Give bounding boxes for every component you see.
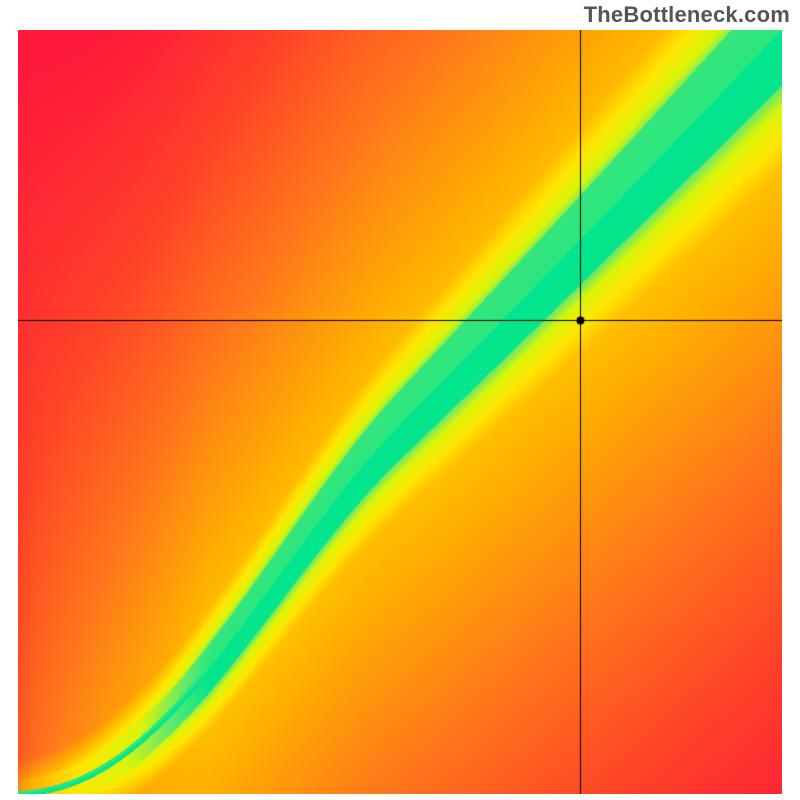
chart-container: TheBottleneck.com xyxy=(0,0,800,800)
watermark-label: TheBottleneck.com xyxy=(584,2,790,28)
bottleneck-heatmap xyxy=(18,30,782,794)
